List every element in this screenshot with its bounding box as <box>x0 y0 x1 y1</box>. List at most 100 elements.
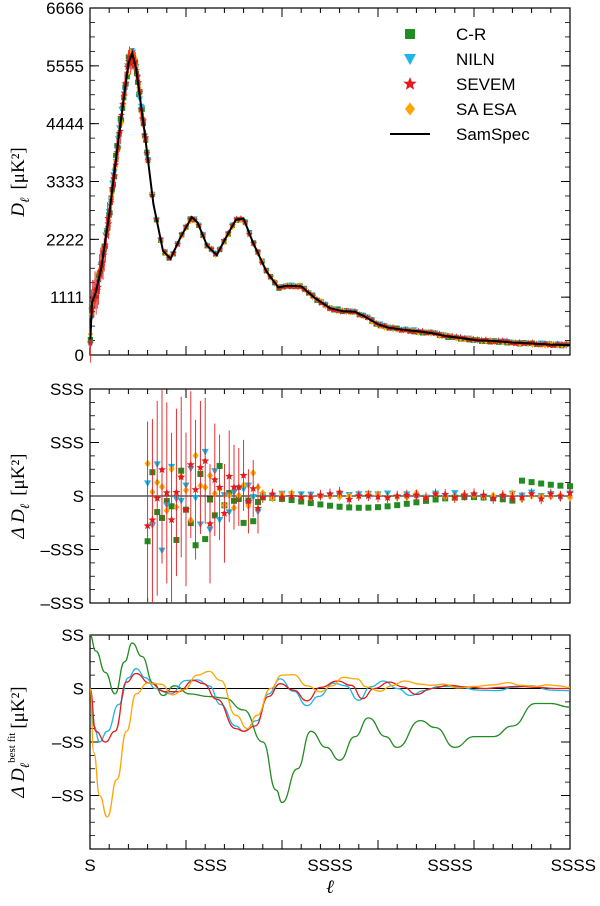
data-point <box>405 29 415 39</box>
data-point <box>210 475 219 484</box>
data-point <box>201 456 210 465</box>
x-axis-label: ℓ <box>326 877 334 898</box>
data-point <box>450 493 459 501</box>
data-point <box>412 490 421 499</box>
svg-text:Δ Dℓbest fit[μK²]: Δ Dℓbest fit [μK²] <box>6 686 32 798</box>
bottom-ylabel-unit: [μK²] <box>8 686 29 728</box>
data-point <box>258 493 267 501</box>
data-point <box>307 499 314 506</box>
data-point <box>508 492 517 501</box>
y-tick-label: SS <box>61 626 84 645</box>
data-point <box>126 54 133 61</box>
data-point <box>127 60 135 67</box>
data-point <box>225 472 234 480</box>
data-point <box>519 477 525 484</box>
y-tick-label: 0 <box>75 346 84 365</box>
legend-label: C-R <box>456 25 486 44</box>
legend: C-R NILN SEVEM SA ESA SamSpec <box>390 25 530 144</box>
x-tick-label: SSSS <box>307 856 352 875</box>
y-tick-label: SSS <box>50 380 84 399</box>
legend-label: SamSpec <box>456 125 530 144</box>
data-point <box>335 488 344 496</box>
data-point <box>368 316 376 323</box>
legend-item: C-R <box>405 25 486 44</box>
data-point <box>158 465 166 474</box>
data-point <box>489 494 498 502</box>
data-point <box>528 479 535 486</box>
legend-item: NILN <box>404 50 495 69</box>
middle-ylabel-unit: [μK²] <box>8 454 29 496</box>
data-point <box>148 515 157 524</box>
top-ylabel-unit: [μK²] <box>8 147 29 189</box>
bottom-axis-ticks: SSS–SS–SSS SSS SSSS SSSS SSSS <box>52 626 596 875</box>
data-point <box>457 333 464 341</box>
top-axis-ticks: 0 1111 2222 3333 4444 5555 6666 <box>46 0 571 365</box>
data-point <box>482 336 490 343</box>
svg-text:Δ Dℓ[μK²]: Δ Dℓ [μK²] <box>8 454 32 540</box>
data-point <box>172 488 181 496</box>
data-point <box>234 482 243 491</box>
data-point <box>196 463 205 471</box>
data-point <box>365 504 372 511</box>
data-point <box>364 491 373 500</box>
data-point <box>538 480 545 487</box>
y-tick-label: S <box>73 487 84 506</box>
bottom-ylabel-main: Δ D <box>8 768 29 799</box>
data-point <box>182 505 190 513</box>
data-point <box>393 491 402 500</box>
middle-ylabel-sub: ℓ <box>17 503 32 509</box>
data-point <box>86 339 94 346</box>
data-point <box>556 491 565 500</box>
data-point <box>287 492 296 500</box>
data-point <box>405 102 415 116</box>
data-point <box>441 490 450 498</box>
y-tick-label: 3333 <box>46 173 84 192</box>
data-point <box>547 481 554 488</box>
x-tick-label: SSSS <box>551 856 596 875</box>
data-point <box>432 496 439 503</box>
bestfit-difference-curve <box>89 668 571 743</box>
y-tick-label: 5555 <box>46 57 84 76</box>
data-point <box>220 509 229 517</box>
data-point <box>422 493 430 502</box>
middle-ylabel-main: Δ D <box>8 509 29 540</box>
data-point <box>436 330 443 337</box>
data-point <box>518 493 526 501</box>
top-ylabel-main: D <box>8 203 29 218</box>
data-point <box>162 488 171 497</box>
data-point <box>326 489 334 498</box>
data-point <box>336 503 343 510</box>
y-tick-label: 2222 <box>46 230 84 249</box>
data-point <box>97 261 105 268</box>
data-point <box>206 519 214 528</box>
data-point <box>404 54 416 65</box>
y-tick-label: 1111 <box>50 288 84 307</box>
data-point <box>177 472 186 481</box>
data-point <box>278 492 286 501</box>
data-point <box>167 515 176 524</box>
data-point <box>244 497 253 505</box>
bestfit-difference-curve <box>89 634 571 804</box>
data-point <box>250 518 257 525</box>
x-tick-label: SSS <box>193 856 227 875</box>
data-point <box>527 489 536 498</box>
data-point <box>92 292 100 300</box>
data-point <box>345 495 354 503</box>
data-point <box>460 491 469 499</box>
bestfit-difference-curve <box>89 670 571 818</box>
data-point <box>297 493 306 501</box>
data-point <box>254 504 262 512</box>
y-tick-label: 4444 <box>46 115 84 134</box>
data-point <box>95 283 102 290</box>
legend-label: SEVEM <box>456 75 516 94</box>
y-tick-label: SSS <box>50 434 84 453</box>
top-y-axis-label: Dℓ [μK²] <box>8 147 32 217</box>
bottom-ylabel-sub: ℓ <box>17 762 32 768</box>
y-tick-label: –SS <box>52 733 84 752</box>
data-point <box>268 489 277 498</box>
data-point <box>403 77 417 90</box>
data-point <box>394 502 401 509</box>
data-point <box>557 482 564 489</box>
middle-data-points <box>143 389 574 603</box>
bottom-panel-frame <box>89 634 571 850</box>
